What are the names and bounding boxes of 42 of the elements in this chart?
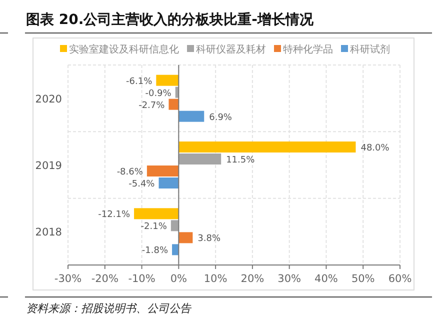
- bar: [178, 110, 204, 122]
- x-tick-label: -10%: [128, 273, 156, 285]
- data-label: -12.1%: [98, 210, 130, 220]
- bar: [168, 98, 179, 110]
- bar: [134, 208, 179, 220]
- data-label: -0.9%: [145, 88, 172, 99]
- legend-label: 科研仪器及耗材: [196, 44, 266, 56]
- y-tick-label: 2019: [35, 160, 62, 172]
- legend-label: 特种化学品: [283, 44, 333, 56]
- legend-label: 实验室建设及科研信息化: [69, 44, 179, 56]
- x-tick-label: 0%: [170, 273, 188, 285]
- data-label: -1.8%: [142, 246, 168, 256]
- x-tick-label: 10%: [204, 273, 228, 285]
- x-tick-label: 40%: [314, 273, 338, 285]
- x-tick-label: 50%: [351, 273, 375, 285]
- x-tick-label: -30%: [54, 273, 82, 285]
- y-tick-label: 2020: [35, 93, 62, 106]
- x-tick-label: 60%: [388, 273, 412, 285]
- text: 资料来源：招股说明书、公司公告: [26, 302, 192, 315]
- bar: [170, 220, 179, 232]
- bar: [146, 166, 179, 176]
- data-label: 3.8%: [198, 234, 221, 244]
- bar: [178, 154, 222, 164]
- bar: [156, 74, 179, 86]
- bar: [178, 232, 193, 244]
- x-tick-label: 20%: [240, 273, 264, 285]
- data-label: -5.4%: [128, 180, 156, 190]
- legend-label: 科研试剂: [350, 44, 390, 56]
- data-label: 11.5%: [226, 156, 256, 166]
- bar: [158, 178, 179, 188]
- data-label: 6.9%: [209, 112, 232, 123]
- data-label: -6.1%: [126, 76, 153, 87]
- data-label: 48.0%: [360, 144, 390, 154]
- x-tick-label: -20%: [91, 273, 118, 285]
- data-label: -2.7%: [138, 100, 166, 111]
- chart-title: 图表 20.公司主营收入的分板块比重-增长情况: [26, 11, 314, 28]
- bar: [172, 244, 179, 256]
- data-label: -8.6%: [116, 168, 144, 178]
- bar: [178, 142, 356, 152]
- y-tick-label: 2018: [35, 226, 62, 239]
- data-label: -2.1%: [140, 222, 168, 232]
- x-tick-label: 30%: [278, 273, 302, 285]
